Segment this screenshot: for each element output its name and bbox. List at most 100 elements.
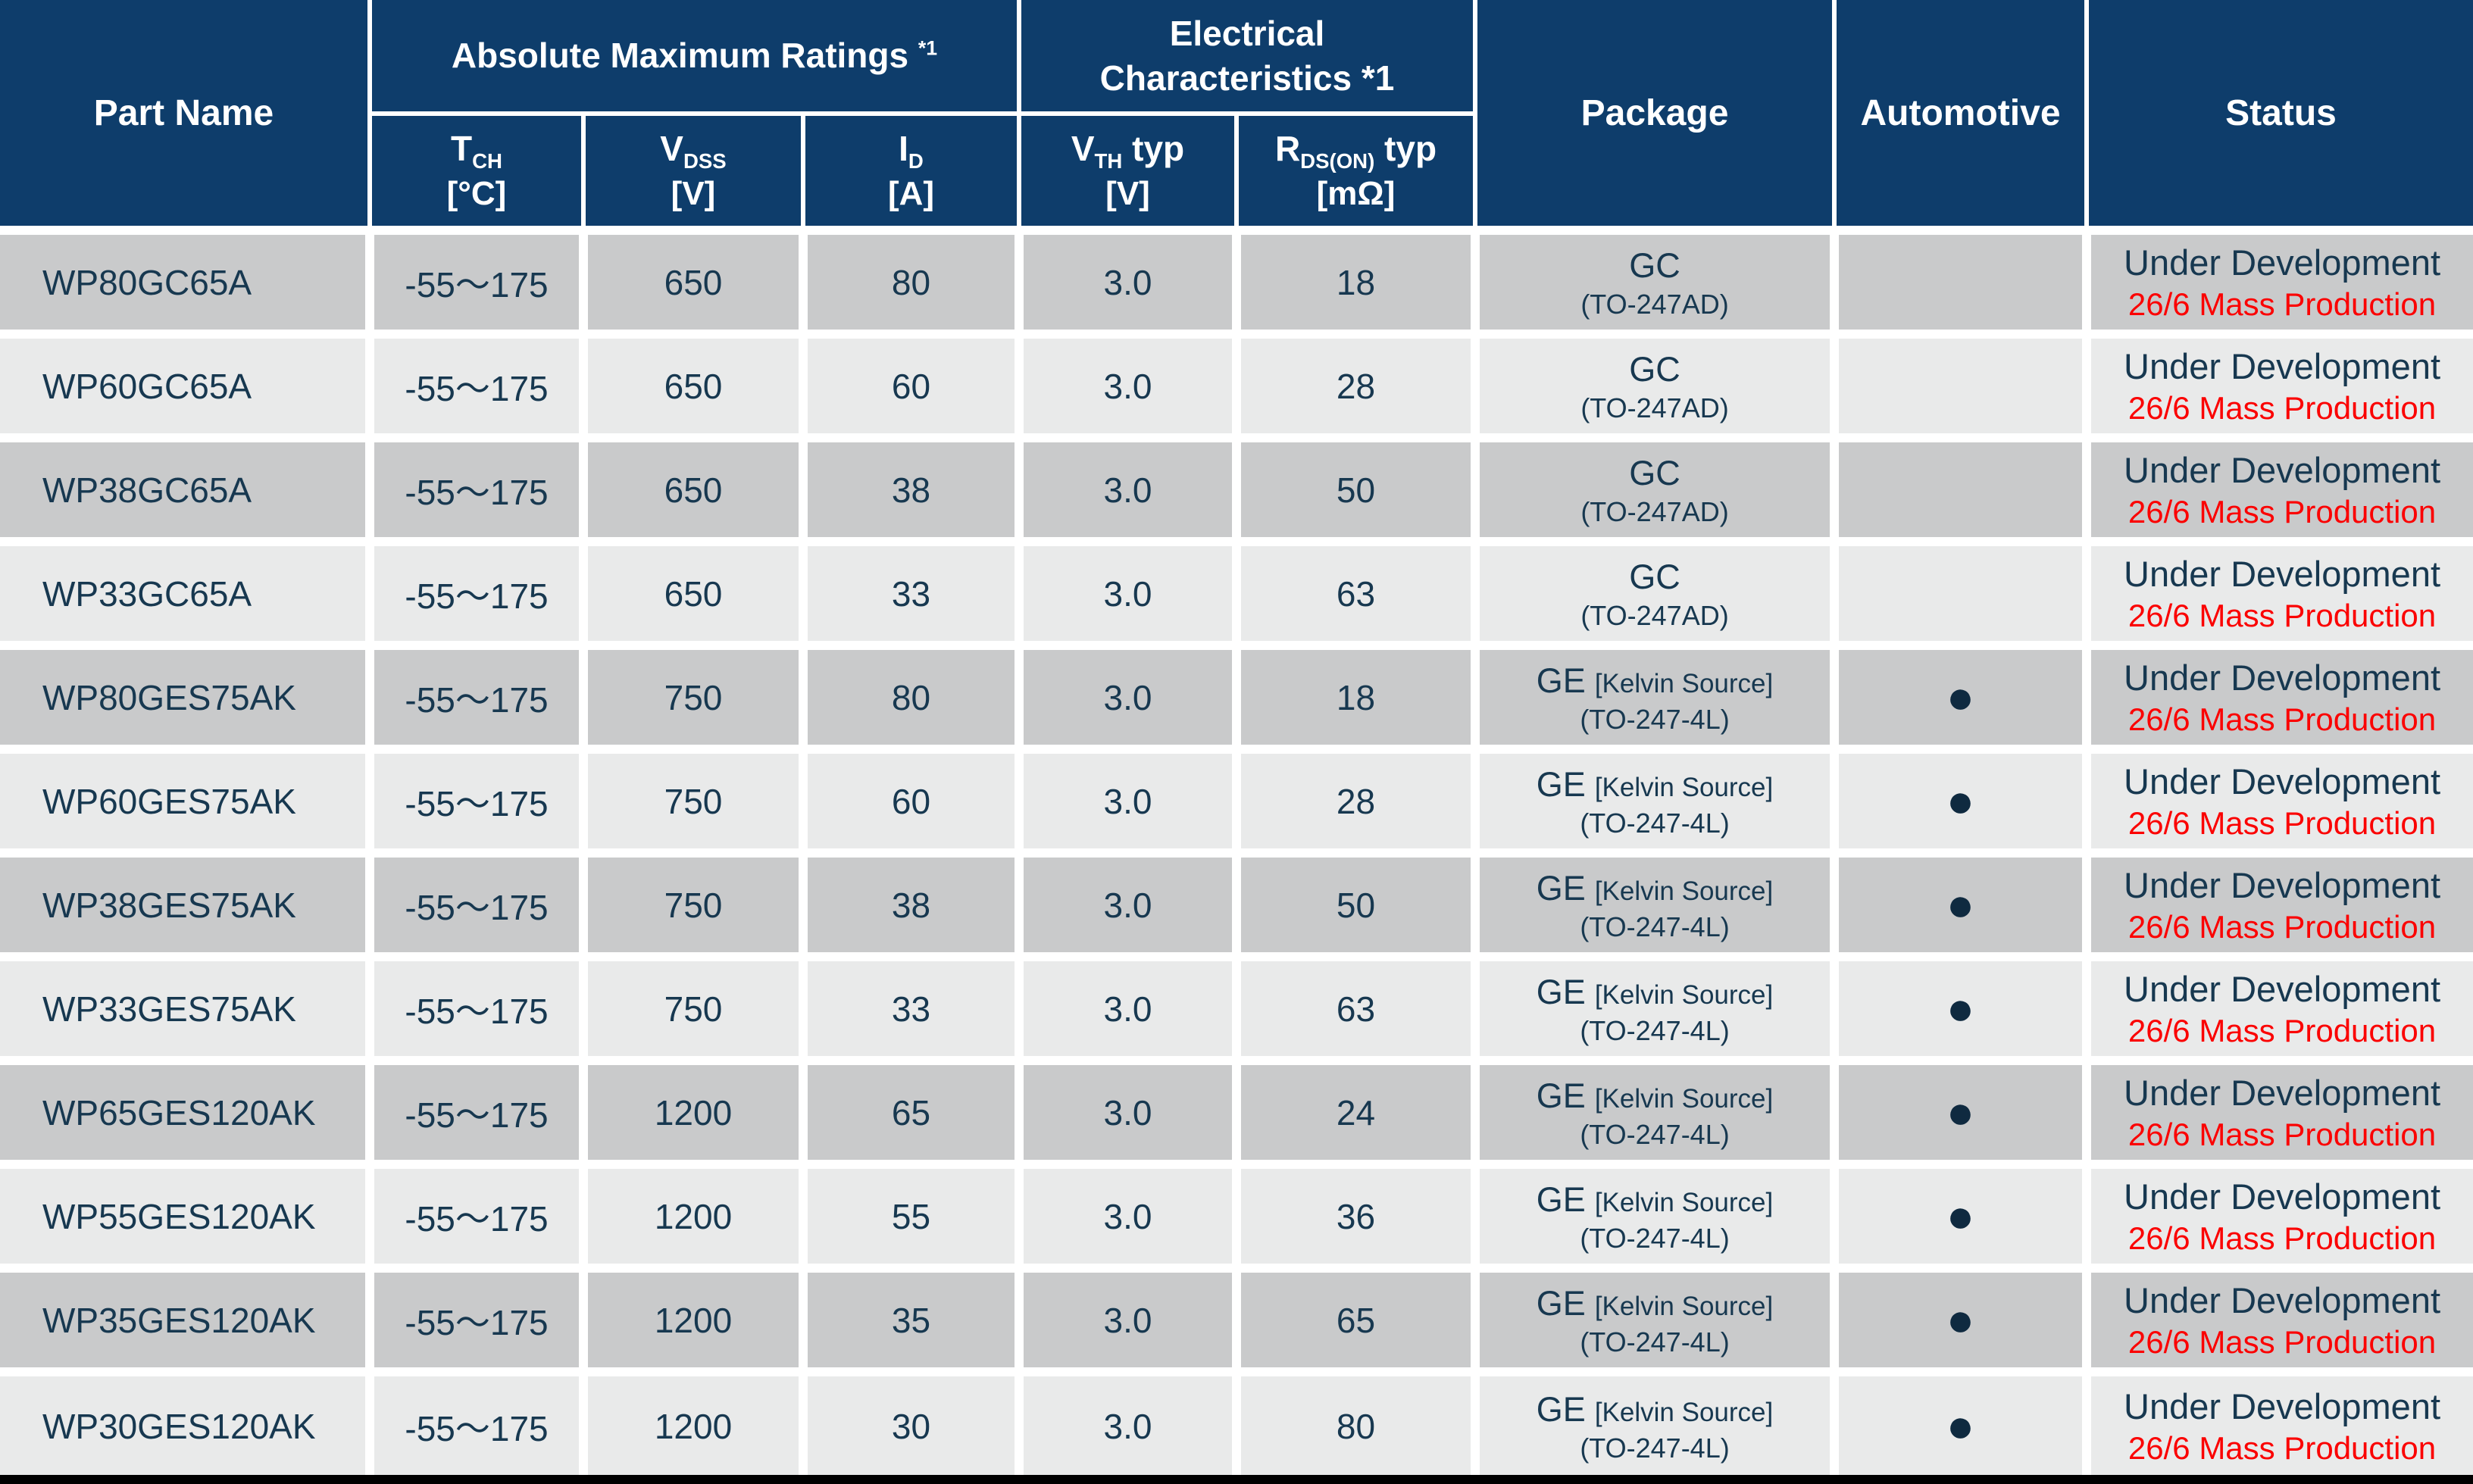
cell-part-name: WP33GES75AK xyxy=(0,952,374,1065)
cell-vth: 3.0 xyxy=(1015,1367,1241,1480)
cell-automotive: ● xyxy=(1830,745,2092,858)
status-main: Under Development xyxy=(2124,761,2441,802)
package-type: (TO-247AD) xyxy=(1580,495,1729,527)
cell-vth: 3.0 xyxy=(1015,330,1241,442)
cell-automotive: ● xyxy=(1830,1264,2092,1376)
vdss-symbol: V xyxy=(660,129,683,169)
cell-status: Under Development 26/6 Mass Production xyxy=(2082,1160,2473,1273)
amr-title: Absolute Maximum Ratings xyxy=(451,36,909,76)
cell-rdson: 28 xyxy=(1231,745,1480,858)
package-note: [Kelvin Source] xyxy=(1594,876,1774,907)
package-note: [Kelvin Source] xyxy=(1594,980,1774,1011)
cell-package: GC (TO-247AD) xyxy=(1471,330,1840,442)
table-row: WP33GC65A -55～175 650 33 3.0 63 GC (TO-2… xyxy=(0,537,2473,650)
cell-tch: -55～175 xyxy=(365,1264,588,1376)
id-subscript: D xyxy=(908,149,924,173)
cell-status: Under Development 26/6 Mass Production xyxy=(2082,848,2473,961)
cell-automotive: ● xyxy=(1830,848,2092,961)
cell-package: GE [Kelvin Source] (TO-247-4L) xyxy=(1471,641,1840,754)
status-sub: 26/6 Mass Production xyxy=(2128,1220,2437,1256)
cell-vdss: 750 xyxy=(579,952,808,1065)
cell-rdson: 36 xyxy=(1231,1160,1480,1273)
package-note: [Kelvin Source] xyxy=(1594,1188,1774,1218)
cell-package: GE [Kelvin Source] (TO-247-4L) xyxy=(1471,1264,1840,1376)
table-body: WP80GC65A -55～175 650 80 3.0 18 GC (TO-2… xyxy=(0,226,2473,1480)
status-main: Under Development xyxy=(2124,1280,2441,1321)
package-type: (TO-247-4L) xyxy=(1580,1222,1730,1254)
package-name: GE xyxy=(1536,1180,1586,1220)
cell-rdson: 80 xyxy=(1231,1367,1480,1480)
status-main: Under Development xyxy=(2124,658,2441,698)
table-row: WP35GES120AK -55～175 1200 35 3.0 65 GE [K… xyxy=(0,1264,2473,1376)
cell-package: GE [Kelvin Source] (TO-247-4L) xyxy=(1471,1367,1840,1480)
cell-status: Under Development 26/6 Mass Production xyxy=(2082,952,2473,1065)
cell-package: GE [Kelvin Source] (TO-247-4L) xyxy=(1471,952,1840,1065)
table-row: WP80GES75AK -55～175 750 80 3.0 18 GE [Kel… xyxy=(0,641,2473,754)
status-main: Under Development xyxy=(2124,865,2441,906)
cell-rdson: 18 xyxy=(1231,226,1480,339)
rdson-suffix: typ xyxy=(1374,129,1437,169)
package-type: (TO-247-4L) xyxy=(1580,703,1730,735)
cell-vdss: 1200 xyxy=(579,1056,808,1169)
cell-status: Under Development 26/6 Mass Production xyxy=(2082,537,2473,650)
automotive-dot: ● xyxy=(1946,1293,1975,1346)
package-note: [Kelvin Source] xyxy=(1594,1084,1774,1114)
cell-id: 38 xyxy=(799,848,1024,961)
package-type: (TO-247-4L) xyxy=(1580,1014,1730,1046)
cell-id: 60 xyxy=(799,330,1024,442)
package-name: GE xyxy=(1536,973,1586,1012)
package-note: [Kelvin Source] xyxy=(1594,773,1774,803)
cell-status: Under Development 26/6 Mass Production xyxy=(2082,226,2473,339)
rdson-unit: [mΩ] xyxy=(1316,174,1396,212)
package-name: GC xyxy=(1629,454,1680,493)
cell-id: 80 xyxy=(799,226,1024,339)
cell-id: 33 xyxy=(799,952,1024,1065)
cell-vth: 3.0 xyxy=(1015,848,1241,961)
cell-rdson: 50 xyxy=(1231,433,1480,546)
cell-rdson: 28 xyxy=(1231,330,1480,442)
package-type: (TO-247AD) xyxy=(1580,392,1729,423)
cell-rdson: 65 xyxy=(1231,1264,1480,1376)
cell-vdss: 650 xyxy=(579,433,808,546)
package-type: (TO-247-4L) xyxy=(1580,1326,1730,1357)
cell-vdss: 750 xyxy=(579,641,808,754)
cell-package: GC (TO-247AD) xyxy=(1471,226,1840,339)
cell-tch: -55～175 xyxy=(365,537,588,650)
cell-id: 80 xyxy=(799,641,1024,754)
cell-part-name: WP35GES120AK xyxy=(0,1264,374,1376)
cell-vdss: 650 xyxy=(579,226,808,339)
status-sub: 26/6 Mass Production xyxy=(2128,908,2437,945)
cell-tch: -55～175 xyxy=(365,330,588,442)
cell-vth: 3.0 xyxy=(1015,745,1241,858)
cell-automotive: ● xyxy=(1830,1367,2092,1480)
package-note: [Kelvin Source] xyxy=(1594,669,1774,699)
package-name: GC xyxy=(1629,350,1680,389)
cell-tch: -55～175 xyxy=(365,1367,588,1480)
package-note: [Kelvin Source] xyxy=(1594,1292,1774,1322)
cell-id: 33 xyxy=(799,537,1024,650)
tch-symbol: T xyxy=(451,129,473,169)
cell-tch: -55～175 xyxy=(365,1056,588,1169)
status-sub: 26/6 Mass Production xyxy=(2128,389,2437,426)
cell-vdss: 650 xyxy=(579,537,808,650)
automotive-dot: ● xyxy=(1946,982,1975,1035)
package-name: GE xyxy=(1536,765,1586,804)
cell-package: GE [Kelvin Source] (TO-247-4L) xyxy=(1471,1056,1840,1169)
status-main: Under Development xyxy=(2124,1176,2441,1217)
status-main: Under Development xyxy=(2124,450,2441,491)
header-part-name: Part Name xyxy=(0,0,372,233)
cell-rdson: 50 xyxy=(1231,848,1480,961)
vth-unit: [V] xyxy=(1105,174,1150,212)
status-sub: 26/6 Mass Production xyxy=(2128,286,2437,322)
cell-tch: -55～175 xyxy=(365,745,588,858)
package-type: (TO-247AD) xyxy=(1580,599,1729,631)
table-row: WP38GC65A -55～175 650 38 3.0 50 GC (TO-2… xyxy=(0,433,2473,546)
status-sub: 26/6 Mass Production xyxy=(2128,701,2437,737)
status-sub: 26/6 Mass Production xyxy=(2128,1012,2437,1048)
cell-status: Under Development 26/6 Mass Production xyxy=(2082,745,2473,858)
cell-part-name: WP30GES120AK xyxy=(0,1367,374,1480)
bottom-bar xyxy=(0,1475,2473,1484)
rdson-symbol: R xyxy=(1274,129,1301,169)
header-electrical-characteristics: Electrical Characteristics *1 xyxy=(1016,0,1478,116)
